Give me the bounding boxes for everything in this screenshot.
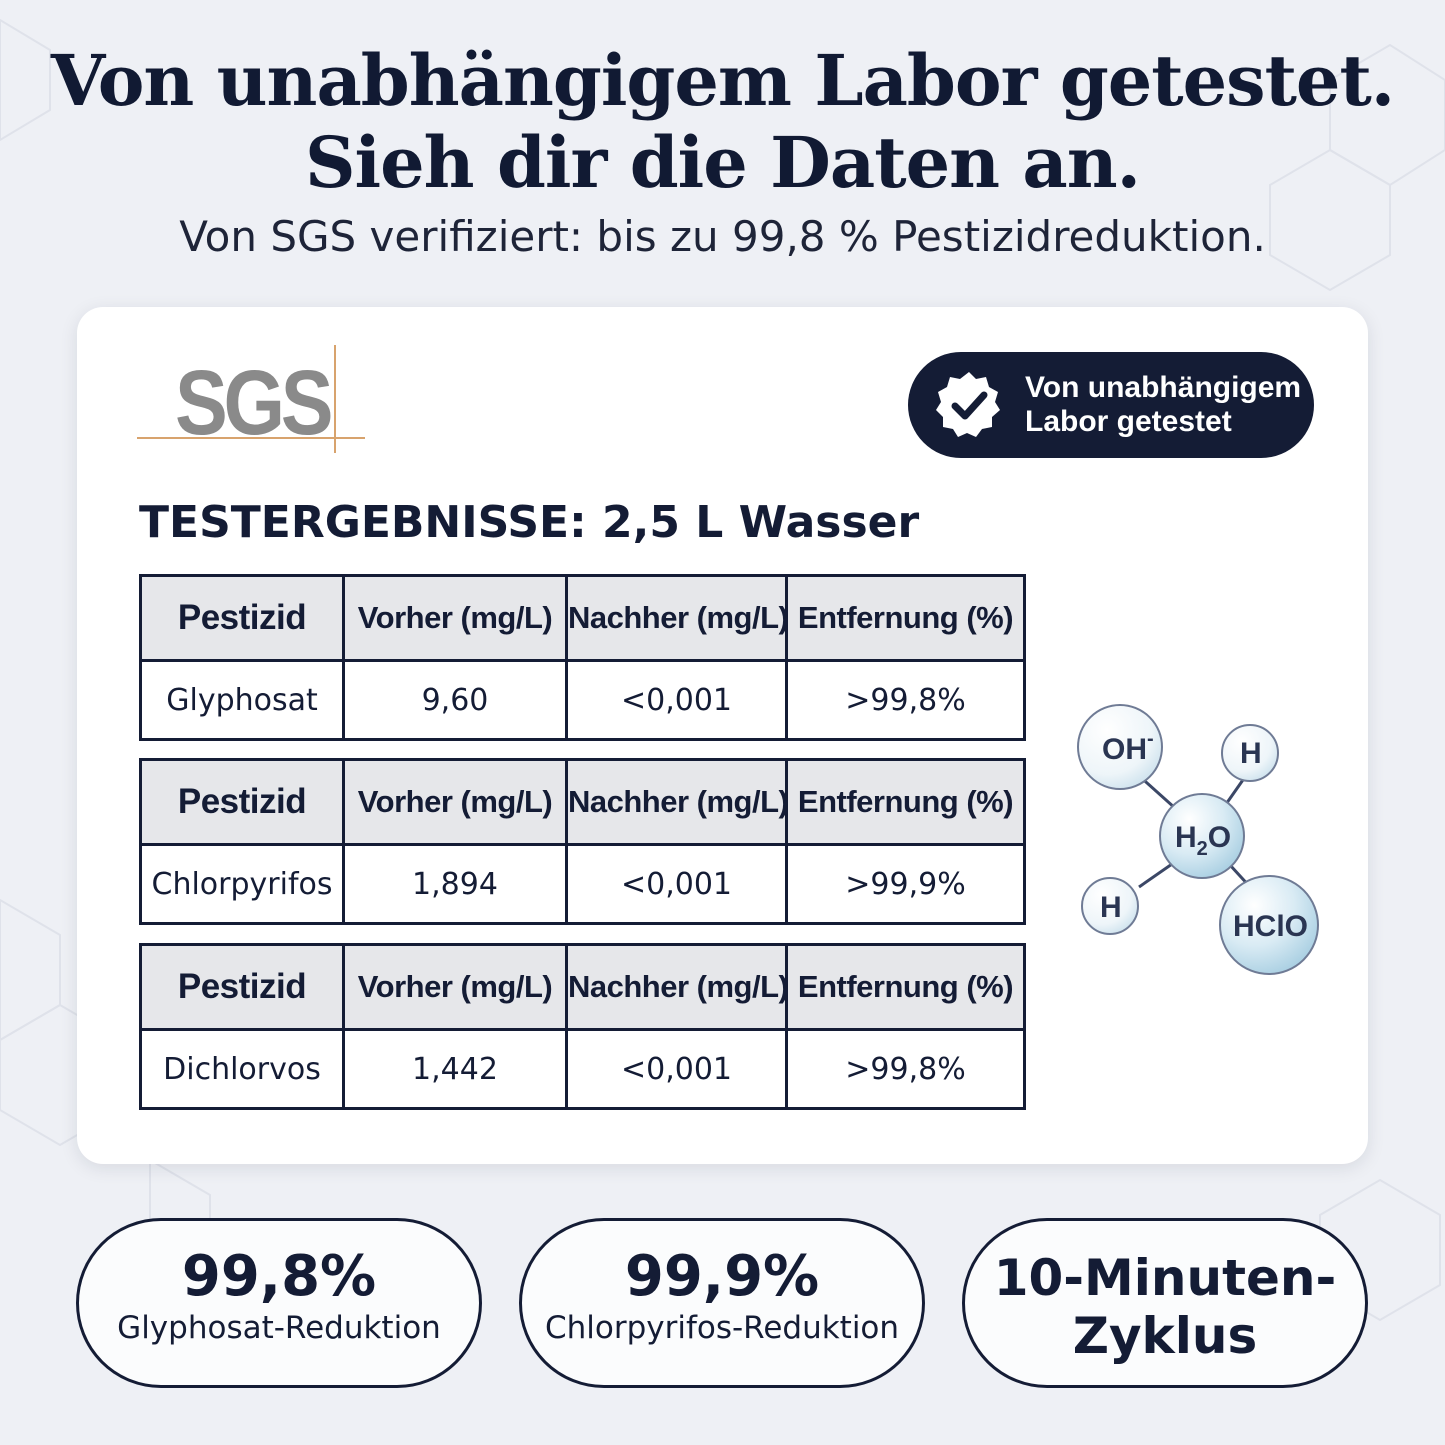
checkmark-seal-icon — [936, 372, 1000, 437]
cell-entfernung: >99,8% — [785, 659, 1026, 741]
sgs-logo: SGS — [137, 345, 367, 455]
stat-value: 99,9% — [624, 1244, 820, 1309]
h-top-bubble — [1221, 724, 1279, 782]
header-entfernung: Entfernung (%) — [785, 943, 1026, 1031]
header-pestizid: Pestizid — [139, 943, 345, 1031]
headline-line-1: Von unabhängigem Labor getestet. — [50, 39, 1395, 122]
header-nachher: Nachher (mg/L) — [565, 943, 788, 1031]
badge-text: Von unabhängigem Labor getestet — [1025, 371, 1305, 439]
header-pestizid: Pestizid — [139, 758, 345, 846]
sgs-logo-text: SGS — [175, 352, 334, 454]
header-pestizid: Pestizid — [139, 574, 345, 662]
cell-vorher: 1,442 — [342, 1028, 568, 1110]
table-header-row: Pestizid Vorher (mg/L) Nachher (mg/L) En… — [139, 574, 1026, 662]
table-row: Dichlorvos 1,442 <0,001 >99,8% — [139, 1028, 1026, 1110]
stat-value: 99,8% — [181, 1244, 377, 1309]
cell-pestizid: Chlorpyrifos — [139, 843, 345, 925]
header-vorher: Vorher (mg/L) — [342, 758, 568, 846]
table-row: Glyphosat 9,60 <0,001 >99,8% — [139, 659, 1026, 741]
cell-vorher: 1,894 — [342, 843, 568, 925]
stat-pill-cycle: 10-Minuten- Zyklus — [962, 1218, 1368, 1388]
table-header-row: Pestizid Vorher (mg/L) Nachher (mg/L) En… — [139, 758, 1026, 846]
hclo-bubble — [1219, 875, 1319, 975]
header-entfernung: Entfernung (%) — [785, 758, 1026, 846]
results-table-chlorpyrifos: Pestizid Vorher (mg/L) Nachher (mg/L) En… — [139, 758, 1026, 925]
subheadline: Von SGS verifiziert: bis zu 99,8 % Pesti… — [179, 212, 1266, 261]
cell-pestizid: Glyphosat — [139, 659, 345, 741]
cell-nachher: <0,001 — [565, 843, 788, 925]
results-title: TESTERGEBNISSE: 2,5 L Wasser — [139, 497, 920, 548]
cell-nachher: <0,001 — [565, 1028, 788, 1110]
header-vorher: Vorher (mg/L) — [342, 943, 568, 1031]
h2o-bubble — [1159, 793, 1245, 879]
header-nachher: Nachher (mg/L) — [565, 758, 788, 846]
header-nachher: Nachher (mg/L) — [565, 574, 788, 662]
cell-vorher: 9,60 — [342, 659, 568, 741]
h-top-label: H — [1240, 737, 1262, 770]
results-table-glyphosat: Pestizid Vorher (mg/L) Nachher (mg/L) En… — [139, 574, 1026, 741]
stat-pill-glyphosat: 99,8% Glyphosat-Reduktion — [76, 1218, 482, 1388]
cell-nachher: <0,001 — [565, 659, 788, 741]
table-header-row: Pestizid Vorher (mg/L) Nachher (mg/L) En… — [139, 943, 1026, 1031]
sgs-logo-vertical-line — [334, 345, 336, 453]
stat-label: Chlorpyrifos-Reduktion — [544, 1310, 900, 1346]
sgs-logo-horizontal-line — [137, 437, 365, 439]
lab-tested-badge: Von unabhängigem Labor getestet — [908, 352, 1314, 458]
h2o-label: H2O — [1175, 821, 1231, 860]
h-bottom-label: H — [1100, 891, 1122, 924]
oh-bubble — [1077, 704, 1163, 790]
cell-entfernung: >99,8% — [785, 1028, 1026, 1110]
hclo-label: HClO — [1233, 910, 1308, 943]
header-entfernung: Entfernung (%) — [785, 574, 1026, 662]
cell-entfernung: >99,9% — [785, 843, 1026, 925]
stat-label: Glyphosat-Reduktion — [117, 1310, 441, 1346]
headline: Von unabhängigem Labor getestet. Sieh di… — [0, 40, 1445, 204]
results-table-dichlorvos: Pestizid Vorher (mg/L) Nachher (mg/L) En… — [139, 943, 1026, 1110]
badge-line-2: Labor getestet — [1025, 405, 1232, 438]
oh-label: OH- — [1102, 728, 1154, 766]
table-row: Chlorpyrifos 1,894 <0,001 >99,9% — [139, 843, 1026, 925]
badge-line-1: Von unabhängigem — [1025, 371, 1302, 404]
stat-cycle-text: 10-Minuten- Zyklus — [965, 1249, 1365, 1365]
test-results-card: SGS Von unabhängigem Labor getestet TEST… — [77, 307, 1368, 1164]
cell-pestizid: Dichlorvos — [139, 1028, 345, 1110]
molecule-diagram-icon: OH- H H2O H HClO — [1077, 704, 1319, 975]
header-vorher: Vorher (mg/L) — [342, 574, 568, 662]
stat-pill-chlorpyrifos: 99,9% Chlorpyrifos-Reduktion — [519, 1218, 925, 1388]
stat-cycle-line-1: 10-Minuten- — [993, 1249, 1337, 1307]
h-bottom-bubble — [1081, 877, 1139, 935]
stat-cycle-line-2: Zyklus — [1072, 1307, 1258, 1365]
headline-line-2: Sieh dir die Daten an. — [305, 121, 1141, 204]
